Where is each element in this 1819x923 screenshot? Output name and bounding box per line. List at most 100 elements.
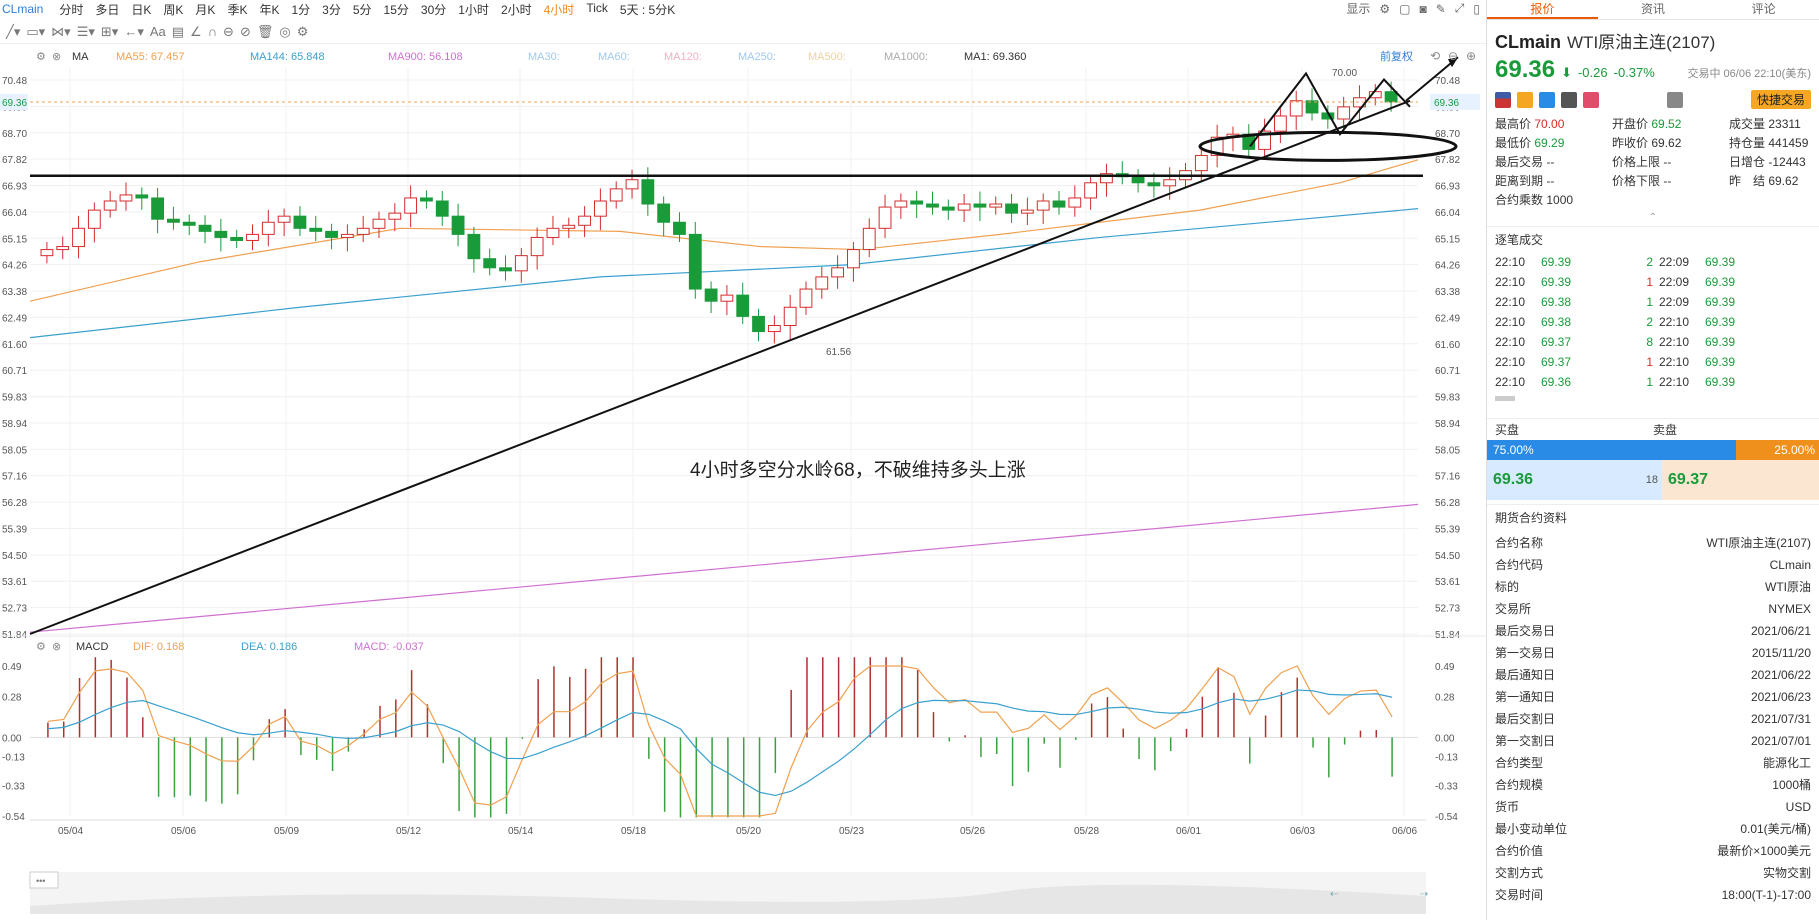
- panel-tab[interactable]: 资讯: [1641, 2, 1666, 16]
- stat-label: 开盘价: [1612, 117, 1652, 131]
- panel-tab[interactable]: 报价: [1487, 0, 1598, 19]
- info-key: 合约规模: [1495, 778, 1544, 792]
- bid-ask: 买盘 卖盘 75.00% 25.00% 69.36 18 69.37: [1487, 418, 1819, 500]
- candle-body: [704, 288, 718, 302]
- timeframe-item[interactable]: 5天 : 5分K: [619, 2, 676, 17]
- line-tool-icon[interactable]: ╱▾: [6, 23, 21, 39]
- timeframe-item[interactable]: 15分: [383, 2, 409, 17]
- panel-tab[interactable]: 评论: [1751, 2, 1776, 16]
- trade-cell: 69.39: [1705, 295, 1736, 309]
- candle-body: [1384, 91, 1398, 103]
- timeframe-item[interactable]: 1分: [291, 2, 311, 17]
- panel-toggle-icon[interactable]: ▯: [1473, 1, 1480, 16]
- info-key: 交易所: [1495, 602, 1532, 616]
- timeframe-item[interactable]: 年K: [259, 2, 280, 17]
- timeframe-item[interactable]: 5分: [352, 2, 372, 17]
- timeframe-item[interactable]: 30分: [420, 2, 447, 17]
- news-icon[interactable]: [1561, 91, 1577, 108]
- price-tick-right: 65.15: [1435, 234, 1460, 245]
- fullscreen-icon[interactable]: ⤢: [1454, 1, 1465, 15]
- annotation-text: 4小时多空分水岭68，不破维持多头上涨: [690, 459, 1026, 481]
- macd-label: MACD: [76, 641, 108, 653]
- bell-icon[interactable]: [1666, 91, 1683, 108]
- down-arrow-icon: ⬇: [1561, 65, 1572, 80]
- candle-body: [831, 267, 845, 278]
- text-tool-icon[interactable]: Aa: [149, 24, 166, 39]
- info-key: 交易时间: [1495, 888, 1544, 902]
- gear-small-icon[interactable]: ⚙: [296, 23, 309, 39]
- candle-body: [530, 236, 544, 257]
- info-row: 交易所 NYMEX: [1495, 598, 1811, 620]
- ask-price[interactable]: 69.37: [1662, 460, 1819, 500]
- candle-body: [356, 227, 370, 235]
- lightning-icon[interactable]: [1517, 91, 1533, 108]
- macd-tick-right: -0.54: [1435, 812, 1458, 823]
- collapse-chevron-icon[interactable]: ⌃: [1648, 212, 1658, 223]
- display-menu[interactable]: 显示: [1346, 2, 1371, 16]
- stat-label: 合约乘数: [1495, 193, 1547, 207]
- info-row: 第一交割日 2021/07/01: [1495, 730, 1811, 752]
- info-row: 最后交割日 2021/07/31: [1495, 708, 1811, 730]
- measure-tool-icon[interactable]: ⊞▾: [100, 23, 119, 39]
- lock-tool-icon[interactable]: ⊘: [239, 23, 251, 39]
- rect-tool-icon[interactable]: ▭▾: [26, 23, 46, 39]
- projection-zigzag: [1249, 71, 1411, 147]
- quote-panel: 报价 资讯 评论 CLmain WTI原油主连(2107) 69.36 ⬇ -0.26…: [1486, 0, 1819, 920]
- timeframe-item[interactable]: 周K: [163, 2, 184, 17]
- timeframe-item[interactable]: 3分: [322, 2, 341, 17]
- arrow-tool-icon[interactable]: ←▾: [124, 23, 144, 39]
- symbol-label[interactable]: CLmain: [2, 2, 44, 16]
- ma-value-label: MA55: 67.457: [116, 51, 185, 63]
- magnet-tool-icon[interactable]: ∩: [207, 24, 218, 39]
- pen-icon[interactable]: ✎: [1435, 1, 1446, 16]
- timeframe-item[interactable]: 多日: [95, 2, 120, 17]
- timeframe-item[interactable]: 月K: [195, 2, 216, 17]
- channel-tool-icon[interactable]: ☰▾: [76, 23, 95, 39]
- chart-icon[interactable]: [1539, 91, 1555, 108]
- trade-cell: 1: [1646, 275, 1653, 289]
- quote-stats: 最高价 70.00 开盘价 69.52 成交量 23311 最低价 69.29 昨收价 …: [1487, 111, 1819, 212]
- price-tick-left: 58.94: [2, 419, 27, 430]
- candle-body: [514, 255, 528, 272]
- hide-tool-icon[interactable]: ⊖: [223, 23, 234, 39]
- timeframe-item[interactable]: 分时: [59, 2, 84, 17]
- quick-trade-button[interactable]: 快捷交易: [1750, 90, 1811, 109]
- settings-icon[interactable]: ⚙: [1379, 1, 1391, 16]
- timeframe-item[interactable]: 1小时: [458, 2, 489, 17]
- candle-body: [767, 324, 781, 333]
- timeframe-item[interactable]: 日K: [131, 2, 152, 17]
- trade-row: 22:10 69.37 1 22:10 69.39: [1495, 352, 1811, 372]
- price-tick-right: 55.39: [1435, 524, 1460, 535]
- bid-price-cell[interactable]: 69.36 18: [1487, 460, 1662, 500]
- timeframe-item[interactable]: 4小时: [543, 2, 575, 17]
- trade-cell: 69.39: [1705, 375, 1736, 389]
- date-tick: 05/12: [396, 826, 421, 837]
- timeframe-item[interactable]: 2小时: [500, 2, 532, 17]
- info-value: 2021/07/01: [1750, 734, 1811, 748]
- timeframe-item[interactable]: 季K: [227, 2, 248, 17]
- trash-icon[interactable]: 🗑: [256, 23, 274, 39]
- trade-row: 22:10 69.39 2 22:09 69.39: [1495, 252, 1811, 272]
- brush-tool-icon[interactable]: ∠: [190, 23, 202, 39]
- macd-tick-left: -0.33: [2, 781, 25, 792]
- fib-tool-icon[interactable]: ⋈▾: [51, 23, 71, 39]
- trades-scroll[interactable]: [1487, 392, 1819, 410]
- comment-tool-icon[interactable]: ▤: [171, 23, 185, 39]
- info-value: 能源化工: [1762, 756, 1811, 770]
- candle-body: [261, 221, 275, 235]
- trade-cell: 69.38: [1541, 315, 1572, 329]
- stat-label: 昨 结: [1729, 174, 1769, 188]
- heart-icon[interactable]: [1583, 91, 1599, 108]
- info-value: CLmain: [1769, 558, 1811, 572]
- chart-area[interactable]: ⚙ ⊗ MA MA55: 67.457 MA144: 65.848 MA900: 56.1…: [0, 46, 1486, 920]
- kline-chart[interactable]: ⚙ ⊗ MA MA55: 67.457 MA144: 65.848 MA900: 56.1…: [0, 46, 1486, 920]
- layout-icon[interactable]: ▢: [1399, 1, 1411, 16]
- eye-icon[interactable]: ◎: [279, 23, 291, 39]
- camera-icon[interactable]: ◙: [1419, 1, 1427, 16]
- timeframe-item[interactable]: Tick: [586, 0, 608, 15]
- ma-label: MA: [72, 51, 89, 63]
- info-row: 第一通知日 2021/06/23: [1495, 686, 1811, 708]
- price-tick-left: 66.93: [2, 182, 27, 193]
- stat-value: 69.62: [1651, 136, 1682, 150]
- stat-value: 23311: [1768, 117, 1801, 131]
